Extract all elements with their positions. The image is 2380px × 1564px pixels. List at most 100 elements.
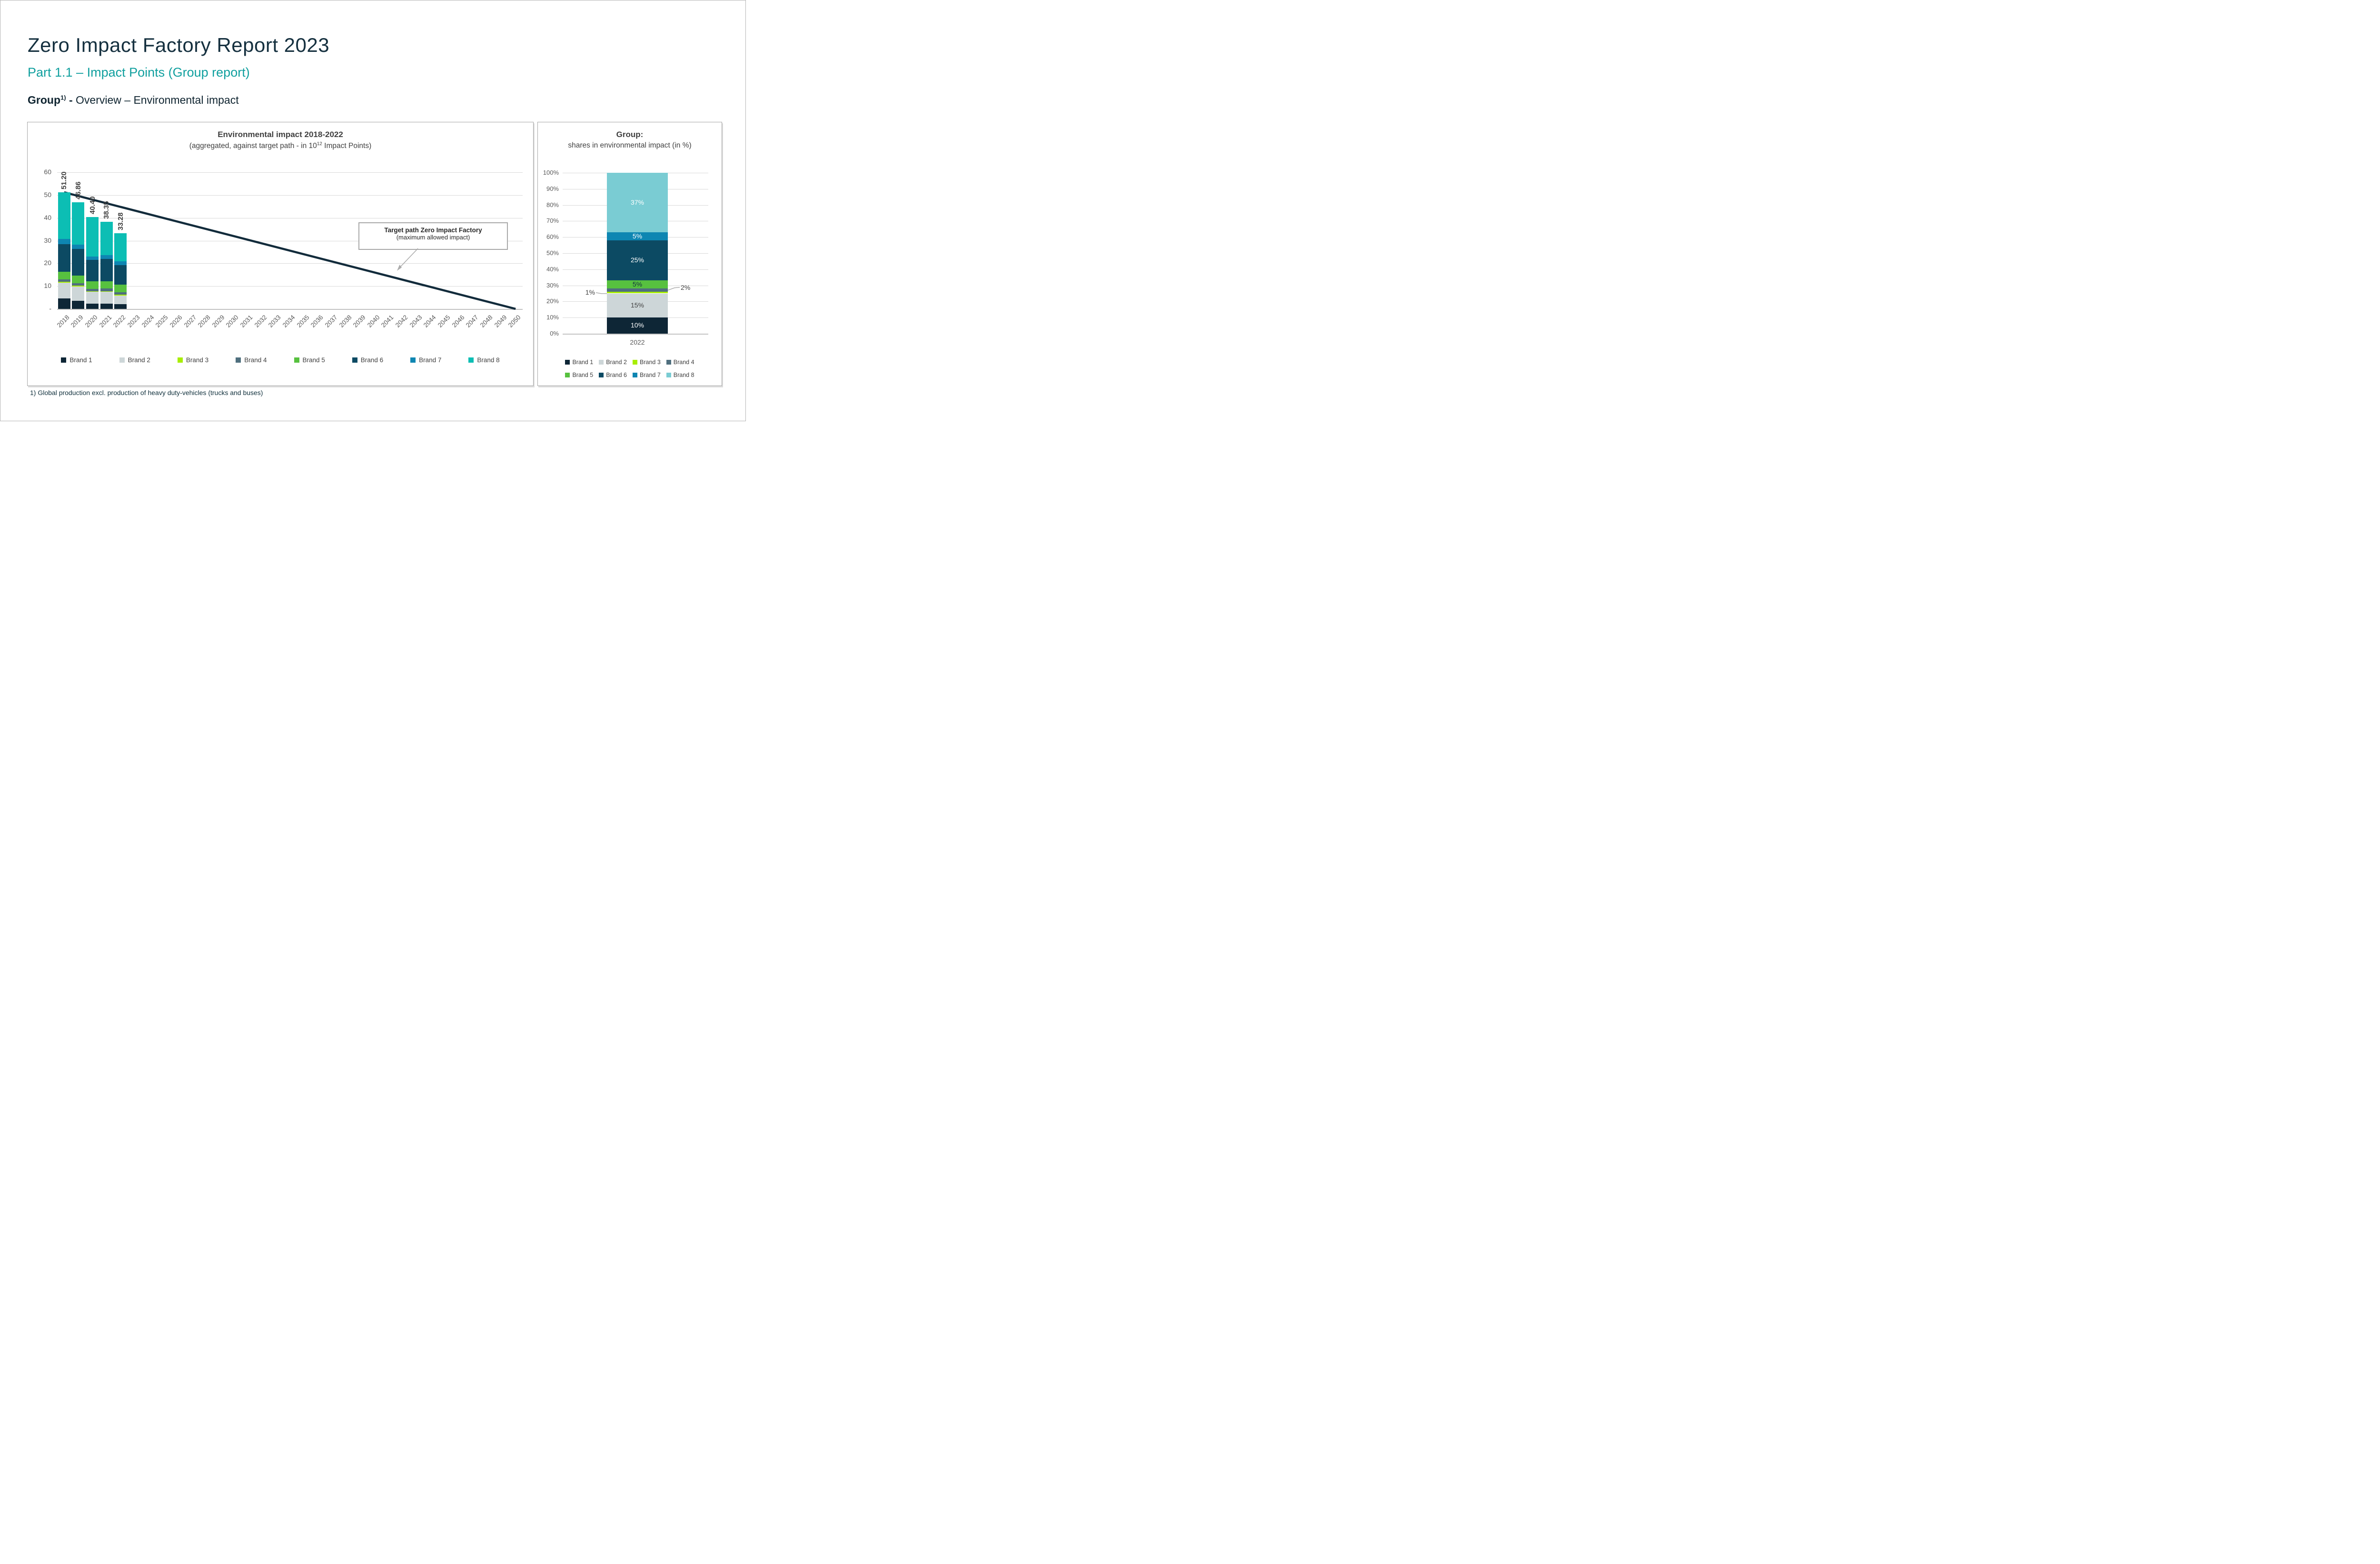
legend-item-brand-6: Brand 6: [599, 372, 627, 378]
section-heading-bold: Group: [28, 94, 60, 106]
target-path-line: [64, 191, 516, 310]
y-axis-tick-label: 50: [44, 190, 51, 198]
bar-segment-brand-2-2022: [114, 295, 127, 305]
bar-segment-brand-6-2022: [114, 265, 127, 285]
brand-3-color-swatch: [177, 357, 183, 363]
legend-item-brand-7: Brand 7: [633, 372, 661, 378]
share-segment-brand-8: [607, 173, 668, 233]
bar-segment-brand-2-2018: [58, 282, 70, 299]
y-axis-tick-label: 90%: [546, 185, 559, 192]
bar-total-label-2020: 40.40: [88, 196, 97, 214]
legend-item-brand-6: Brand 6: [352, 356, 383, 364]
share-segment-brand-3: [607, 292, 668, 294]
share-segment-brand-7: [607, 232, 668, 240]
y-axis-tick-label: 30%: [546, 281, 559, 289]
report-slide: Zero Impact Factory Report 2023 Part 1.1…: [0, 0, 746, 421]
brand-3-color-swatch: [633, 360, 637, 365]
bar-segment-brand-7-2018: [58, 239, 70, 245]
brand-7-color-swatch: [633, 373, 637, 377]
bar-segment-brand-2-2021: [100, 292, 113, 304]
legend-item-brand-4: Brand 4: [236, 356, 267, 364]
bar-segment-brand-2-2019: [72, 286, 85, 301]
legend-label: Brand 4: [244, 356, 267, 364]
bar-segment-brand-5-2020: [86, 281, 99, 289]
brand-2-color-swatch: [119, 357, 125, 363]
legend-label: Brand 3: [640, 359, 661, 366]
left-chart-plot-area: 60 50 40 30 20 10-51.20 46.86 40.40 38.35 33.28 20…: [28, 122, 533, 386]
share-segment-brand-4: [607, 288, 668, 292]
y-axis-tick-label: 30: [44, 236, 51, 244]
bar-segment-brand-8-2020: [86, 217, 99, 257]
bar-segment-brand-7-2020: [86, 256, 99, 260]
bar-segment-brand-4-2022: [114, 292, 127, 295]
bar-segment-brand-8-2022: [114, 233, 127, 262]
gridline-0: [57, 309, 523, 310]
y-axis-tick-label: 70%: [546, 217, 559, 225]
right-chart-title: Group:: [616, 130, 644, 139]
bar-total-label-2018: 51.20: [60, 171, 69, 190]
legend-item-brand-1: Brand 1: [61, 356, 92, 364]
left-chart-subtitle: (aggregated, against target path - in 10…: [189, 141, 372, 150]
bar-segment-brand-7-2021: [100, 255, 113, 259]
share-label-brand-6: 25%: [630, 256, 645, 264]
legend-item-brand-2: Brand 2: [119, 356, 150, 364]
legend-item-brand-2: Brand 2: [599, 359, 627, 366]
brand-8-color-swatch: [666, 373, 671, 377]
legend-label: Brand 5: [572, 372, 594, 378]
legend-label: Brand 4: [673, 359, 694, 366]
callout-leader-2pct: [667, 287, 680, 291]
bar-segment-brand-4-2019: [72, 283, 85, 286]
bar-total-label-2019: 46.86: [74, 181, 82, 199]
legend-label: Brand 1: [69, 356, 92, 364]
brand-8-color-swatch: [468, 357, 474, 363]
right-chart-legend-row-1: Brand 1 Brand 2 Brand 3 Brand 4: [538, 359, 722, 366]
share-callout-brand-3: 1%: [585, 288, 595, 296]
legend-item-brand-3: Brand 3: [633, 359, 661, 366]
brand-6-color-swatch: [599, 373, 604, 377]
y-axis-tick-label: 60%: [546, 233, 559, 241]
share-label-brand-5: 5%: [632, 280, 643, 288]
legend-item-brand-4: Brand 4: [666, 359, 694, 366]
gridline-20: [57, 263, 523, 264]
legend-label: Brand 3: [186, 356, 209, 364]
section-heading-rest: Overview – Environmental impact: [76, 94, 239, 106]
bar-segment-brand-8-2018: [58, 192, 70, 239]
page-title: Zero Impact Factory Report 2023: [28, 34, 330, 56]
target-path-annotation: Target path Zero Impact Factory (maximum …: [358, 222, 508, 250]
annotation-line2: (maximum allowed impact): [396, 234, 470, 241]
right-chart-subtitle: shares in environmental impact (in %): [568, 141, 692, 149]
share-callout-brand-4: 2%: [681, 283, 691, 291]
bar-segment-brand-1-2019: [72, 300, 85, 309]
share-label-brand-1: 10%: [630, 321, 645, 329]
share-label-brand-8: 37%: [630, 198, 645, 206]
legend-item-brand-8: Brand 8: [468, 356, 500, 364]
gridline-10: [57, 286, 523, 287]
gridline-50: [57, 195, 523, 196]
brand-7-color-swatch: [410, 357, 416, 363]
y-axis-tick-label: 0%: [550, 330, 559, 337]
callout-leader-1pct: [595, 292, 607, 294]
legend-item-brand-1: Brand 1: [565, 359, 593, 366]
bar-segment-brand-5-2018: [58, 271, 70, 280]
bar-segment-brand-5-2021: [100, 281, 113, 289]
legend-item-brand-8: Brand 8: [666, 372, 694, 378]
legend-label: Brand 7: [419, 356, 442, 364]
brand-6-color-swatch: [352, 357, 357, 363]
group-shares-chart-panel: Group: shares in environmental impact (i…: [537, 122, 722, 386]
brand-4-color-swatch: [236, 357, 241, 363]
legend-item-brand-5: Brand 5: [565, 372, 593, 378]
bar-segment-brand-3-2021: [100, 291, 113, 292]
y-axis-tick-label: 40%: [546, 265, 559, 273]
bar-segment-brand-6-2018: [58, 244, 70, 272]
y-axis-tick-label: 10: [44, 282, 51, 290]
brand-5-color-swatch: [294, 357, 299, 363]
legend-label: Brand 2: [128, 356, 150, 364]
legend-label: Brand 6: [606, 372, 627, 378]
legend-item-brand-3: Brand 3: [177, 356, 209, 364]
page-subtitle: Part 1.1 – Impact Points (Group report): [28, 65, 250, 79]
x-axis-category-label: 2022: [630, 338, 645, 346]
legend-label: Brand 1: [572, 359, 594, 366]
bar-segment-brand-6-2020: [86, 260, 99, 281]
legend-label: Brand 6: [360, 356, 384, 364]
right-chart-plot-area: 100% 90% 80% 70% 60% 50% 40% 30% 20% 10% 0% 10% 15% 1…: [538, 122, 722, 386]
